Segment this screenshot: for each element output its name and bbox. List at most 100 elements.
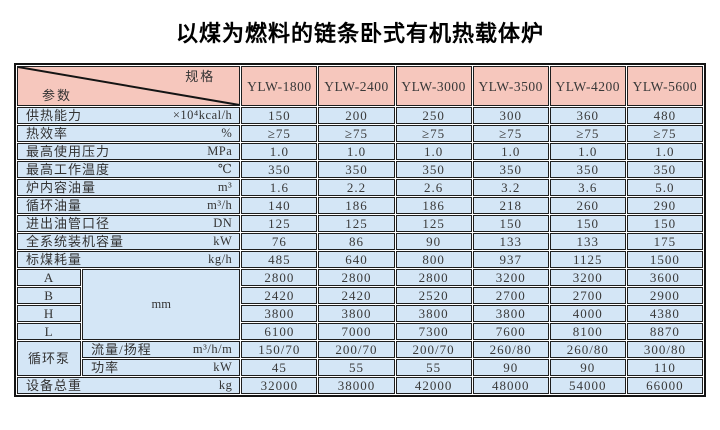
table-row: 炉内容油量 m³ 1.6 2.2 2.6 3.2 3.6 5.0 bbox=[17, 179, 703, 196]
spec-value: 55 bbox=[395, 359, 472, 376]
param-label: 进出油管口径 bbox=[26, 216, 111, 231]
dimension-row: A mm 2800 2800 2800 3200 3200 3600 bbox=[17, 269, 703, 340]
spec-value: 640 bbox=[318, 251, 395, 268]
spec-value: 2700 bbox=[549, 287, 626, 304]
table-row: 标煤耗量 kg/h 485 640 800 937 1125 1500 bbox=[17, 251, 703, 268]
spec-value: 218 bbox=[472, 197, 549, 214]
spec-value: 350 bbox=[549, 161, 626, 178]
pump-row: 循环泵 流量/扬程 m³/h/m 150/70 200/70 200/70 26… bbox=[17, 341, 703, 376]
spec-value: 200 bbox=[318, 107, 395, 124]
param-label: 供热能力 bbox=[26, 108, 83, 123]
param-unit: MPa bbox=[207, 144, 233, 158]
spec-value: 3800 bbox=[395, 305, 472, 322]
dim-label-cell: H bbox=[17, 305, 82, 322]
spec-value: 1.0 bbox=[549, 143, 626, 160]
spec-value: 8870 bbox=[626, 323, 703, 340]
param-label: 功率 bbox=[91, 360, 120, 375]
param-cell: 全系统装机容量 kW bbox=[17, 233, 241, 250]
spec-value: 350 bbox=[318, 161, 395, 178]
param-unit: % bbox=[221, 126, 233, 140]
spec-value: 1.0 bbox=[318, 143, 395, 160]
table-row: 最高工作温度 ℃ 350 350 350 350 350 350 bbox=[17, 161, 703, 178]
spec-value: 66000 bbox=[626, 377, 703, 394]
spec-value: 250 bbox=[395, 107, 472, 124]
pump-group-label: 循环泵 bbox=[17, 341, 82, 376]
spec-value: ≥75 bbox=[318, 125, 395, 142]
spec-value: 1.0 bbox=[472, 143, 549, 160]
spec-value: 350 bbox=[626, 161, 703, 178]
param-cell: 循环油量 m³/h bbox=[17, 197, 241, 214]
spec-value: ≥75 bbox=[241, 125, 318, 142]
spec-value: 133 bbox=[549, 233, 626, 250]
spec-value: 125 bbox=[395, 215, 472, 232]
spec-value: 3800 bbox=[318, 305, 395, 322]
header-row: 规格 参数 YLW-1800 YLW-2400 YLW-3000 YLW-350… bbox=[17, 66, 703, 106]
spec-value: 2800 bbox=[395, 269, 472, 286]
spec-value: 1.0 bbox=[626, 143, 703, 160]
spec-value: 2900 bbox=[626, 287, 703, 304]
dimension-row: H 3800 3800 3800 3800 4000 4380 bbox=[17, 305, 703, 322]
spec-value: 290 bbox=[626, 197, 703, 214]
spec-value: 3600 bbox=[626, 269, 703, 286]
spec-value: 937 bbox=[472, 251, 549, 268]
spec-value: 350 bbox=[241, 161, 318, 178]
model-header: YLW-3000 bbox=[395, 66, 472, 106]
model-header: YLW-5600 bbox=[626, 66, 703, 106]
dimension-row: L 6100 7000 7300 7600 8100 8870 bbox=[17, 323, 703, 340]
param-unit: kW bbox=[213, 360, 233, 374]
spec-value: 2700 bbox=[472, 287, 549, 304]
param-cell: 最高工作温度 ℃ bbox=[17, 161, 241, 178]
param-label: 全系统装机容量 bbox=[26, 234, 125, 249]
spec-value: 3800 bbox=[241, 305, 318, 322]
param-unit: ℃ bbox=[217, 162, 233, 176]
spec-value: 300/80 bbox=[626, 341, 703, 358]
spec-value: 125 bbox=[318, 215, 395, 232]
spec-value: 260/80 bbox=[472, 341, 549, 358]
table-row: 进出油管口径 DN 125 125 125 150 150 150 bbox=[17, 215, 703, 232]
param-unit: m³ bbox=[217, 180, 233, 194]
spec-value: 6100 bbox=[241, 323, 318, 340]
dim-unit-cell: mm bbox=[82, 269, 241, 340]
spec-value: 4000 bbox=[549, 305, 626, 322]
spec-value: 3800 bbox=[472, 305, 549, 322]
spec-value: 54000 bbox=[549, 377, 626, 394]
spec-value: 2420 bbox=[241, 287, 318, 304]
param-cell: 炉内容油量 m³ bbox=[17, 179, 241, 196]
spec-value: 48000 bbox=[472, 377, 549, 394]
param-label: 循环油量 bbox=[26, 198, 83, 213]
param-label: 标煤耗量 bbox=[26, 252, 83, 267]
spec-value: 8100 bbox=[549, 323, 626, 340]
param-unit: m³/h/m bbox=[192, 342, 233, 356]
spec-table: 规格 参数 YLW-1800 YLW-2400 YLW-3000 YLW-350… bbox=[14, 63, 706, 397]
spec-value: 76 bbox=[241, 233, 318, 250]
param-label: 热效率 bbox=[26, 126, 69, 141]
total-weight-row: 设备总重 kg 32000 38000 42000 48000 54000 66… bbox=[17, 377, 703, 394]
dim-label-cell: L bbox=[17, 323, 82, 340]
table-row: 全系统装机容量 kW 76 86 90 133 133 175 bbox=[17, 233, 703, 250]
spec-value: 150 bbox=[549, 215, 626, 232]
param-cell: 设备总重 kg bbox=[17, 377, 241, 394]
param-cell: 最高使用压力 MPa bbox=[17, 143, 241, 160]
spec-value: 7000 bbox=[318, 323, 395, 340]
spec-value: 1125 bbox=[549, 251, 626, 268]
spec-value: 90 bbox=[549, 359, 626, 376]
spec-value: 2.2 bbox=[318, 179, 395, 196]
param-unit: kW bbox=[213, 234, 233, 248]
spec-value: 360 bbox=[549, 107, 626, 124]
spec-value: 55 bbox=[318, 359, 395, 376]
spec-value: 45 bbox=[241, 359, 318, 376]
spec-value: 110 bbox=[626, 359, 703, 376]
pump-row: 功率 kW 45 55 55 90 90 110 bbox=[17, 359, 703, 376]
spec-value: 150/70 bbox=[241, 341, 318, 358]
spec-value: 90 bbox=[395, 233, 472, 250]
param-unit: m³/h bbox=[207, 198, 233, 212]
spec-value: 2800 bbox=[241, 269, 318, 286]
spec-value: 175 bbox=[626, 233, 703, 250]
spec-value: 485 bbox=[241, 251, 318, 268]
spec-value: ≥75 bbox=[395, 125, 472, 142]
corner-param-label: 参数 bbox=[42, 88, 73, 103]
spec-value: 38000 bbox=[318, 377, 395, 394]
param-cell: 功率 kW bbox=[82, 359, 241, 376]
table-row: 最高使用压力 MPa 1.0 1.0 1.0 1.0 1.0 1.0 bbox=[17, 143, 703, 160]
spec-value: 42000 bbox=[395, 377, 472, 394]
